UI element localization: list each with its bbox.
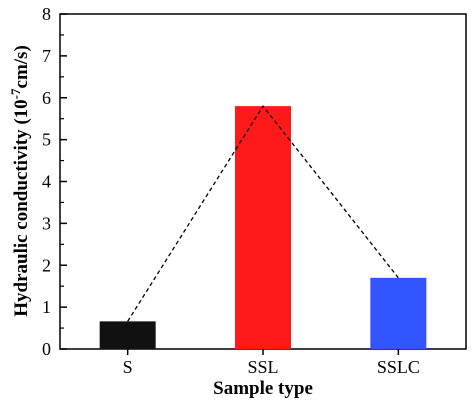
bar-s — [99, 321, 156, 349]
x-tick-label-sslc: SSLC — [377, 357, 420, 377]
bars — [99, 106, 427, 349]
dashed-connector — [127, 104, 399, 322]
y-axis-title-exponent: -7 — [8, 88, 23, 99]
x-axis-title: Sample type — [213, 378, 313, 399]
y-axis-tick-labels: 0 1 2 3 4 5 6 7 8 — [42, 4, 51, 359]
y-axis-title-prefix: Hydraulic conductivity (10 — [11, 99, 32, 316]
y-tick-label: 6 — [42, 88, 51, 108]
y-tick-label: 3 — [42, 213, 51, 233]
x-tick-label-s: S — [123, 357, 133, 377]
y-tick-label: 1 — [42, 297, 51, 317]
x-axis-tick-labels: S SSL SSLC — [123, 357, 420, 377]
y-tick-label: 0 — [42, 339, 51, 359]
y-axis-ticks — [60, 13, 67, 350]
y-axis-title: Hydraulic conductivity (10-7cm/s) — [8, 45, 32, 317]
y-tick-label: 8 — [42, 4, 51, 24]
x-axis-ticks — [126, 349, 400, 355]
y-tick-label: 2 — [42, 255, 51, 275]
x-tick-label-ssl: SSL — [247, 357, 278, 377]
connector-line — [127, 104, 399, 322]
y-tick-label: 4 — [42, 172, 51, 192]
bar-ssl — [235, 106, 291, 349]
y-tick-label: 7 — [42, 46, 51, 66]
y-tick-label: 5 — [42, 130, 51, 150]
y-axis-title-suffix: cm/s) — [11, 45, 32, 88]
bar-sslc — [370, 277, 427, 349]
